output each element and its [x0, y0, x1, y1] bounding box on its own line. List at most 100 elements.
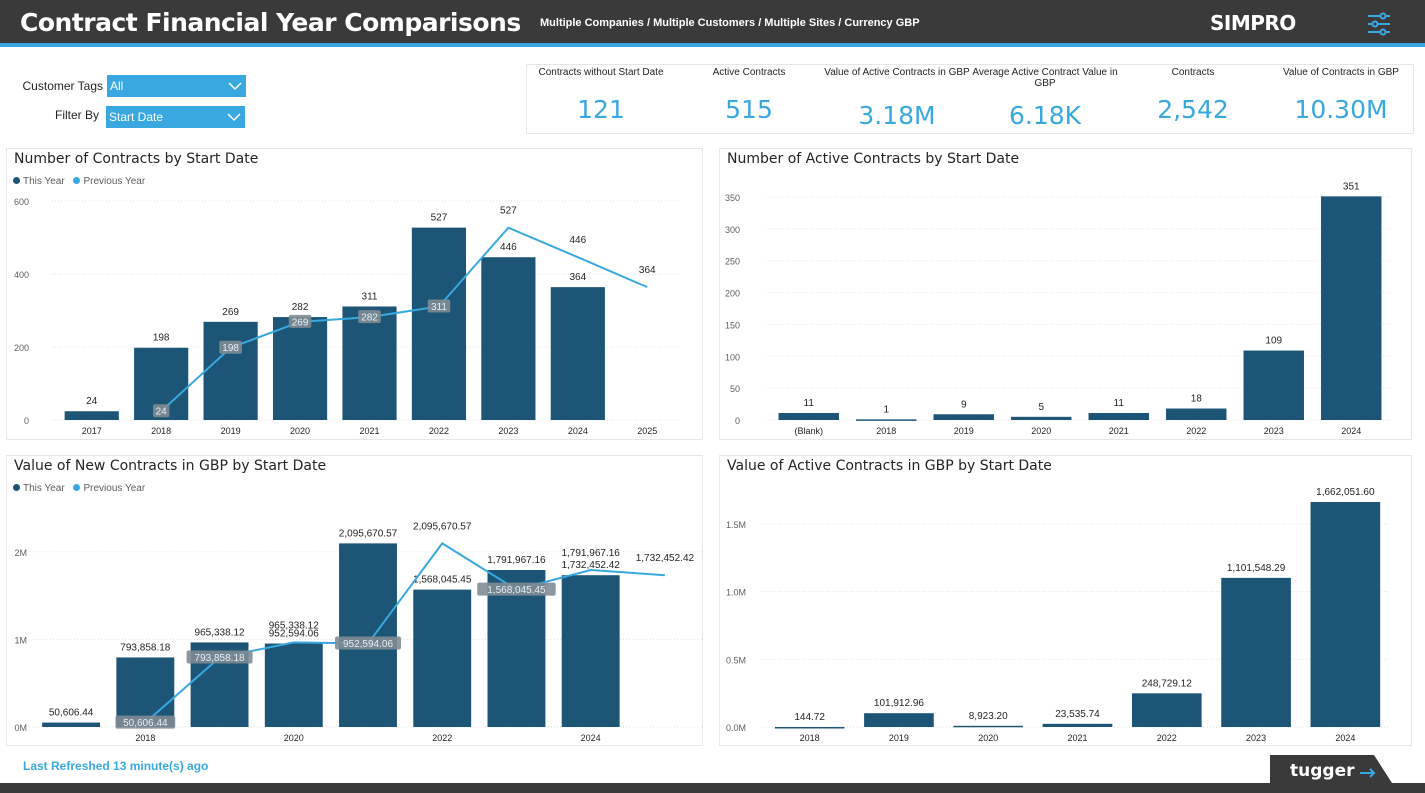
- bar-data-label: 1,662,051.60: [1316, 487, 1375, 498]
- kpi-card: Active Contracts 515: [675, 67, 823, 124]
- bar-data-label: 8,923.20: [969, 711, 1008, 722]
- page-title: Contract Financial Year Comparisons: [20, 8, 521, 37]
- kpi-label: Contracts: [1171, 67, 1215, 78]
- kpi-label: Average Active Contract Value in GBP: [972, 67, 1118, 89]
- y-tick-label: 1M: [14, 635, 27, 645]
- x-tick-label: 2024: [1335, 733, 1355, 743]
- sliders-icon[interactable]: [1366, 11, 1392, 37]
- footer-bar: [0, 783, 1425, 793]
- bar: [411, 227, 467, 420]
- y-tick-label: 350: [725, 193, 740, 203]
- bar: [481, 257, 536, 420]
- bar: [1088, 412, 1149, 420]
- last-refreshed-text: Last Refreshed 13 minute(s) ago: [23, 759, 209, 773]
- line-label-bg: [219, 340, 242, 354]
- bar: [856, 419, 917, 421]
- x-tick-label: 2023: [498, 426, 518, 436]
- y-tick-label: 150: [725, 320, 740, 330]
- line-data-label: 1,732,452.42: [636, 553, 695, 564]
- x-tick-label: 2022: [432, 733, 452, 743]
- legend-item-this-year[interactable]: This Year: [13, 176, 65, 187]
- legend-label: This Year: [23, 176, 65, 187]
- x-tick-label: 2020: [290, 426, 310, 436]
- y-tick-label: 400: [14, 270, 29, 280]
- y-tick-label: 0: [24, 416, 29, 426]
- y-tick-label: 0: [735, 416, 740, 426]
- x-tick-label: 2021: [359, 426, 379, 436]
- x-tick-label: 2024: [1341, 426, 1361, 436]
- bar-data-label: 364: [569, 272, 586, 283]
- bar: [272, 317, 328, 420]
- filter-by-dropdown[interactable]: Start Date: [106, 106, 245, 128]
- line-label-bg: [115, 715, 176, 729]
- bar-data-label: 965,338.12: [195, 627, 245, 638]
- line-data-label: 1,791,967.16: [561, 548, 620, 559]
- kpi-label: Contracts without Start Date: [538, 67, 664, 78]
- x-tick-label: 2019: [954, 426, 974, 436]
- line-data-label: 793,858.18: [195, 653, 245, 664]
- bar: [413, 589, 472, 727]
- line-data-label: 311: [431, 302, 447, 313]
- tugger-logo[interactable]: tugger: [1262, 753, 1392, 793]
- kpi-card: Contracts without Start Date 121: [527, 67, 675, 124]
- x-tick-label: 2022: [1157, 733, 1177, 743]
- header-bar: Contract Financial Year Comparisons Mult…: [0, 0, 1425, 47]
- bar: [864, 713, 934, 727]
- kpi-value: 121: [577, 95, 625, 124]
- value-new-contracts-chart: 0M 1M 2M 50,606.44 793,858.18 965,338.12 952,5…: [6, 455, 703, 746]
- bar-data-label: 5: [1038, 402, 1044, 413]
- bar-data-label: 311: [362, 291, 378, 302]
- legend-label: Previous Year: [83, 176, 146, 187]
- chart-legend: This Year Previous Year: [13, 483, 151, 494]
- bar-data-label: 9: [961, 399, 967, 410]
- x-tick-label: 2023: [1264, 426, 1284, 436]
- bar-data-label: 109: [1265, 336, 1282, 347]
- bar: [953, 725, 1024, 728]
- bar: [1011, 416, 1072, 420]
- bar-data-label: 1,791,967.16: [487, 555, 546, 566]
- line-data-label: 50,606.44: [123, 718, 168, 729]
- y-tick-label: 1.0M: [726, 588, 746, 598]
- x-tick-label: 2017: [82, 426, 102, 436]
- legend-item-this-year[interactable]: This Year: [13, 483, 65, 494]
- kpi-label: Active Contracts: [712, 67, 786, 78]
- y-tick-label: 200: [725, 289, 740, 299]
- chart-svg: 0 200 400 600 24 198 269 282 311 527 446 364 2017 201…: [14, 197, 682, 436]
- legend-label: This Year: [23, 483, 65, 494]
- value-active-contracts-chart: 0.0M 0.5M 1.0M 1.5M 144.72 101,912.96 8,923.20…: [719, 455, 1412, 746]
- kpi-panel: Contracts without Start Date 121 Active …: [526, 64, 1414, 134]
- line-data-label: 446: [569, 235, 586, 246]
- contracts-by-start-date-chart: 0 200 400 600 24 198 269 282 311 527 446 364 2017 201…: [6, 148, 703, 440]
- bar-data-label: 101,912.96: [874, 698, 924, 709]
- y-tick-label: 1.5M: [726, 520, 746, 530]
- x-tick-label: 2022: [1186, 426, 1206, 436]
- bar: [550, 287, 605, 420]
- legend-item-previous-year[interactable]: Previous Year: [73, 483, 145, 494]
- active-contracts-by-start-date-chart: 0 50 100 150 200 250 300 350 11 1 9 5 11 18 109 351 (Bla…: [719, 148, 1412, 440]
- line-label-bg: [288, 314, 312, 328]
- customer-tags-dropdown[interactable]: All: [107, 75, 246, 97]
- bar-data-label: 2,095,670.57: [339, 528, 398, 539]
- bar-data-label: 23,535.74: [1055, 709, 1100, 720]
- legend-item-previous-year[interactable]: Previous Year: [73, 176, 145, 187]
- bar-data-label: 50,606.44: [49, 708, 94, 719]
- bar-data-label: 1,101,548.29: [1227, 563, 1286, 574]
- x-tick-label: 2020: [1031, 426, 1051, 436]
- bar-data-label: 282: [292, 302, 309, 313]
- bar: [561, 575, 620, 727]
- kpi-value: 515: [725, 95, 773, 124]
- line-label-bg: [186, 650, 253, 664]
- customer-tags-label: Customer Tags: [22, 79, 103, 93]
- bar: [1166, 408, 1227, 420]
- bar: [42, 722, 101, 727]
- filter-by-label: Filter By: [54, 108, 99, 122]
- x-tick-label: 2024: [568, 426, 588, 436]
- chevron-down-icon: [227, 113, 241, 122]
- x-tick-label: 2020: [284, 733, 304, 743]
- line-label-bg: [152, 404, 170, 418]
- x-tick-label: 2021: [1067, 733, 1087, 743]
- chart-title: Value of Active Contracts in GBP by Star…: [727, 458, 1052, 474]
- line-data-label: 198: [222, 343, 239, 354]
